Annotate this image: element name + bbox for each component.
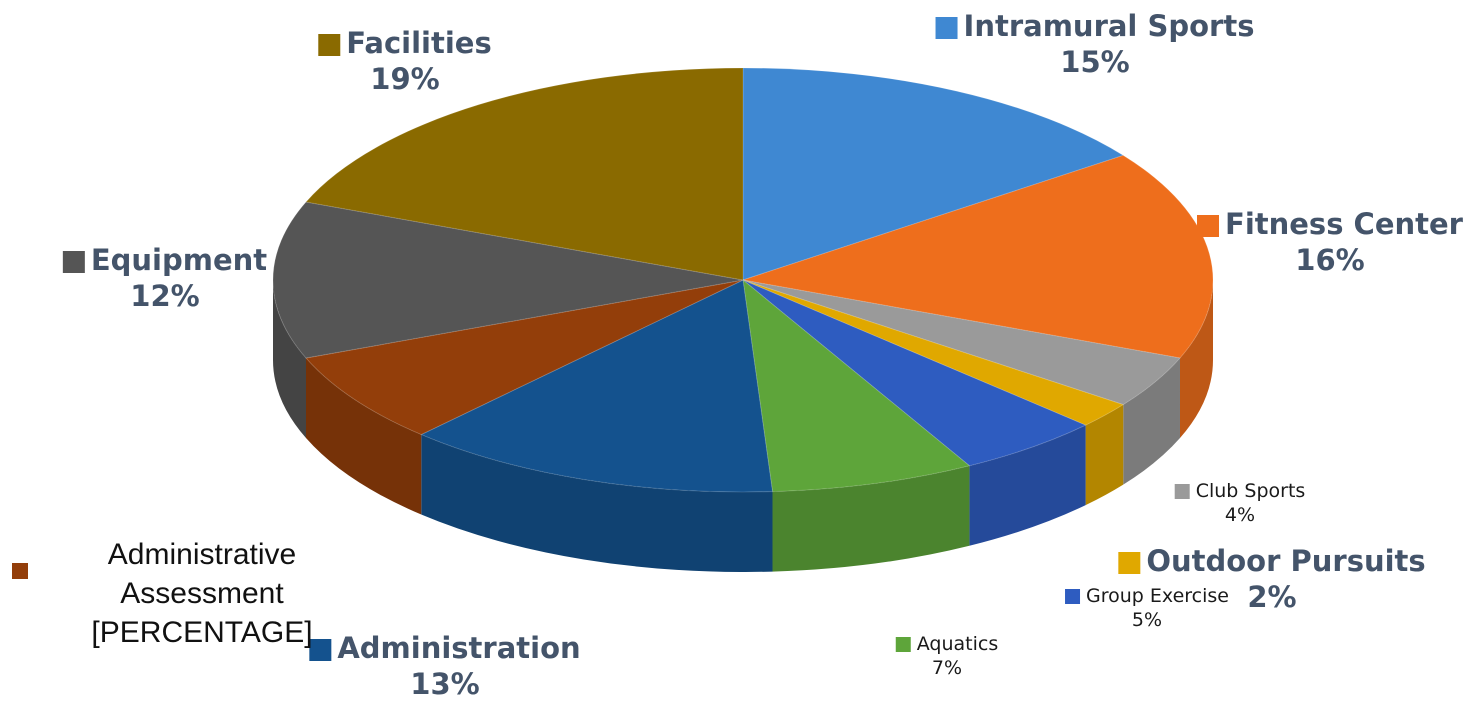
category-name: Fitness Center bbox=[1225, 207, 1463, 241]
slice-side bbox=[1179, 280, 1213, 439]
slice-label: Group Exercise 5% bbox=[1065, 585, 1229, 633]
legend-swatch bbox=[1118, 552, 1141, 574]
legend-swatch bbox=[62, 251, 85, 273]
legend-swatch bbox=[895, 637, 911, 652]
percent-label: 12% bbox=[130, 279, 200, 314]
percent-label: 4% bbox=[1224, 503, 1256, 526]
category-name: Intramural Sports bbox=[963, 9, 1255, 43]
legend-swatch bbox=[1197, 215, 1220, 237]
slice bbox=[742, 279, 1181, 406]
slice-label: Equipment 12% bbox=[62, 242, 268, 315]
slice bbox=[305, 67, 744, 281]
slice-label: Fitness Center 16% bbox=[1197, 206, 1463, 279]
category-name: Aquatics bbox=[916, 633, 999, 655]
label-line: Administration bbox=[309, 630, 581, 666]
percent-label: 2% bbox=[1247, 580, 1297, 615]
slice-label: Club Sports 4% bbox=[1174, 480, 1306, 528]
percent-label: 15% bbox=[1060, 45, 1130, 80]
slice bbox=[742, 279, 1125, 426]
slice bbox=[272, 201, 744, 359]
slice-side bbox=[421, 434, 773, 572]
percent-label: [PERCENTAGE] bbox=[91, 616, 313, 649]
legend-swatch bbox=[12, 563, 28, 579]
percent-label: 7% bbox=[931, 656, 963, 679]
category-name: Club Sports bbox=[1195, 480, 1306, 502]
slice-label: Administrative Assessment [PERCENTAGE] bbox=[52, 535, 352, 652]
category-name: Administrative Assessment bbox=[107, 538, 297, 610]
slice bbox=[742, 154, 1214, 359]
category-name: Equipment bbox=[90, 243, 268, 277]
slice bbox=[742, 279, 1087, 467]
label-line: Facilities bbox=[318, 25, 492, 61]
slice-label: Facilities 19% bbox=[318, 25, 492, 98]
slice bbox=[420, 279, 774, 493]
slice-side bbox=[273, 280, 307, 439]
label-line: Fitness Center bbox=[1197, 206, 1463, 242]
label-line: Outdoor Pursuits bbox=[1118, 543, 1426, 579]
slice-side bbox=[306, 358, 422, 515]
slice-side bbox=[772, 465, 970, 572]
label-line: Club Sports bbox=[1174, 480, 1306, 504]
slice-side bbox=[1085, 404, 1124, 506]
legend-swatch bbox=[1174, 484, 1190, 499]
slice-label: Administration 13% bbox=[309, 630, 581, 703]
label-line: Group Exercise bbox=[1065, 585, 1229, 609]
slice bbox=[742, 67, 1125, 281]
category-name: Administration bbox=[337, 631, 581, 665]
slice-side bbox=[969, 425, 1086, 546]
legend-swatch bbox=[1065, 589, 1081, 604]
percent-label: 16% bbox=[1295, 243, 1365, 278]
percent-label: 13% bbox=[410, 667, 480, 702]
label-line: Equipment bbox=[62, 242, 268, 278]
category-name: Facilities bbox=[346, 26, 492, 60]
label-line: Intramural Sports bbox=[935, 8, 1255, 44]
category-name: Outdoor Pursuits bbox=[1146, 544, 1426, 578]
slice-label: Intramural Sports 15% bbox=[935, 8, 1255, 81]
percent-label: 19% bbox=[370, 62, 440, 97]
slice-label: Aquatics 7% bbox=[895, 633, 999, 681]
slice-label: Outdoor Pursuits 2% bbox=[1118, 543, 1426, 616]
legend-swatch bbox=[318, 34, 341, 56]
slice-side bbox=[1123, 358, 1180, 485]
legend-swatch bbox=[309, 639, 332, 661]
category-name: Group Exercise bbox=[1086, 585, 1229, 607]
slice bbox=[305, 279, 744, 436]
percent-label: 5% bbox=[1131, 608, 1163, 631]
label-line: Aquatics bbox=[895, 633, 999, 657]
legend-swatch bbox=[935, 17, 958, 39]
slice bbox=[742, 278, 971, 493]
